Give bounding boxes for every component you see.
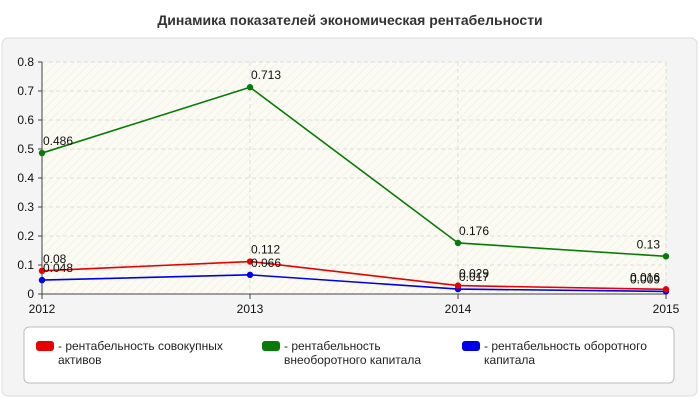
y-tick-label: 0 bbox=[27, 287, 34, 301]
data-label: 0.713 bbox=[251, 68, 281, 82]
series-line-2 bbox=[41, 274, 667, 293]
x-tick-label: 2014 bbox=[445, 302, 472, 316]
data-point bbox=[38, 149, 46, 157]
series-line-0 bbox=[41, 260, 667, 291]
data-label: 0.13 bbox=[637, 237, 661, 251]
data-point bbox=[38, 276, 46, 284]
data-label: 0.176 bbox=[459, 224, 489, 238]
grid bbox=[42, 61, 667, 294]
legend-swatch-0 bbox=[36, 341, 54, 351]
data-label: 0.066 bbox=[251, 256, 281, 270]
y-tick-label: 0.7 bbox=[17, 84, 34, 98]
legend-label: - рентабельность bbox=[284, 339, 381, 353]
data-label: 0.029 bbox=[459, 267, 489, 281]
x-tick-label: 2015 bbox=[653, 302, 680, 316]
legend-swatch-1 bbox=[262, 341, 280, 351]
x-tick-label: 2013 bbox=[237, 302, 264, 316]
y-tick-label: 0.4 bbox=[17, 171, 34, 185]
data-point bbox=[662, 253, 670, 260]
series-layer bbox=[38, 84, 670, 295]
data-point bbox=[246, 271, 254, 279]
data-point bbox=[246, 84, 254, 91]
data-point bbox=[454, 239, 462, 247]
data-label: 0.486 bbox=[43, 134, 73, 148]
axes: 0 0.1 0.2 0.3 0.4 0.5 0.6 0.7 0.8 2012 2013 2014 201… bbox=[17, 55, 679, 316]
legend-label: капитала bbox=[484, 353, 535, 367]
y-tick-label: 0.1 bbox=[17, 258, 34, 272]
legend-label: - рентабельность оборотного bbox=[484, 339, 647, 353]
y-tick-label: 0.5 bbox=[17, 142, 34, 156]
chart-title: Динамика показателей экономическая рента… bbox=[157, 12, 542, 28]
data-point bbox=[246, 258, 254, 265]
data-label: 0.017 bbox=[459, 270, 489, 284]
y-tick-label: 0.8 bbox=[17, 55, 34, 69]
y-tick-label: 0.3 bbox=[17, 200, 34, 214]
legend-label: активов bbox=[58, 353, 102, 367]
legend-box bbox=[23, 326, 675, 384]
data-label: 0.016 bbox=[630, 270, 660, 284]
series-line-1 bbox=[41, 86, 667, 258]
legend-label: - рентабельность совокупных bbox=[58, 339, 223, 353]
data-point bbox=[662, 286, 670, 293]
data-point bbox=[38, 267, 46, 274]
data-point bbox=[454, 282, 462, 289]
data-label: 0.048 bbox=[43, 261, 73, 275]
y-tick-label: 0.2 bbox=[17, 229, 34, 243]
y-tick-label: 0.6 bbox=[17, 113, 34, 127]
legend-label: внеоборотного капитала bbox=[284, 353, 421, 367]
data-label: 0.08 bbox=[43, 252, 67, 266]
data-label: 0.112 bbox=[251, 243, 280, 257]
x-tick-label: 2012 bbox=[29, 302, 56, 316]
legend-swatch-2 bbox=[462, 341, 480, 351]
data-label: 0.009 bbox=[630, 272, 660, 286]
